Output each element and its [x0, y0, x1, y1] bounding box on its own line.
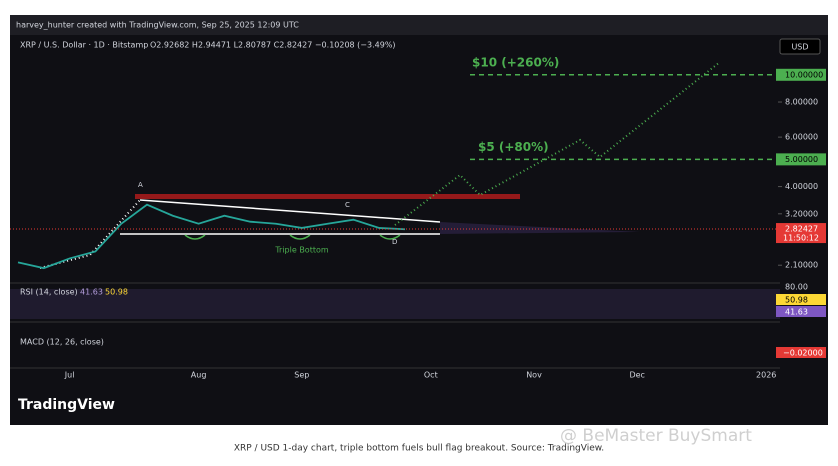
- currency[interactable]: USD: [791, 43, 808, 52]
- target-label: $10 (+260%): [472, 55, 559, 69]
- logo: TradingView: [18, 397, 115, 413]
- y-tick-label: 4.00000: [785, 182, 818, 191]
- rsi-tag-text: 41.63: [785, 308, 808, 317]
- resistance-zone: [135, 194, 520, 199]
- target-tag: [776, 68, 826, 81]
- target-tag-text: 5.00000: [785, 155, 818, 164]
- x-tick-label: Jul: [64, 371, 75, 380]
- pattern-label: Triple Bottom: [274, 246, 329, 255]
- x-tick-label: Nov: [526, 371, 542, 380]
- rsi-title: RSI (14, close): [20, 288, 78, 297]
- projection-path: [394, 61, 721, 226]
- target-tag-text: 10.00000: [785, 70, 823, 79]
- ohlc: O2.92682 H2.94471 L2.80787 C2.82427 −0.1…: [150, 41, 396, 50]
- symbol: XRP / U.S. Dollar · 1D · Bitstamp: [20, 41, 148, 50]
- flag-extension: [440, 222, 640, 234]
- y-tick-label: 3.20000: [785, 209, 818, 218]
- rsi-ma: 50.98: [105, 288, 128, 297]
- last-price-tag: [776, 223, 826, 244]
- credit: harvey_hunter created with TradingView.c…: [16, 21, 299, 30]
- x-tick-label: Dec: [629, 371, 644, 380]
- rsi-ma-tag-text: 50.98: [785, 296, 808, 305]
- x-tick-label: 2026: [756, 371, 776, 380]
- last-price-time: 11:50:12: [783, 234, 819, 243]
- wave-label: D: [392, 238, 397, 246]
- header-bar: [10, 15, 828, 35]
- wave-label: A: [138, 181, 143, 189]
- x-tick-label: Sep: [294, 371, 309, 380]
- rsi-tag: [776, 306, 826, 317]
- target-tag: [776, 153, 826, 166]
- rsi-ma-tag: [776, 294, 826, 305]
- wave-label: C: [345, 201, 350, 209]
- watermark: @ BeMaster BuySmart: [560, 426, 752, 446]
- flag-top: [139, 199, 441, 223]
- x-tick-label: Oct: [424, 371, 438, 380]
- target-label: $5 (+80%): [478, 140, 549, 154]
- caption: XRP / USD 1-day chart, triple bottom fue…: [234, 444, 604, 454]
- rsi-value: 41.63: [80, 288, 103, 297]
- y-tick-label: 2.10000: [785, 261, 818, 270]
- y-tick-label: 6.00000: [785, 133, 818, 142]
- rsi-top: 80.00: [785, 283, 808, 292]
- price-line: [17, 203, 406, 270]
- macd-tag: [776, 347, 826, 358]
- last-price-text: 2.82427: [785, 225, 818, 234]
- macd-title: MACD (12, 26, close): [20, 338, 104, 347]
- rsi-band: [10, 289, 780, 319]
- macd-tag-text: −0.02000: [783, 349, 823, 358]
- y-tick-label: 8.00000: [785, 98, 818, 107]
- bottoms: [184, 234, 401, 240]
- currency-button[interactable]: [779, 38, 821, 55]
- x-tick-label: Aug: [191, 371, 207, 380]
